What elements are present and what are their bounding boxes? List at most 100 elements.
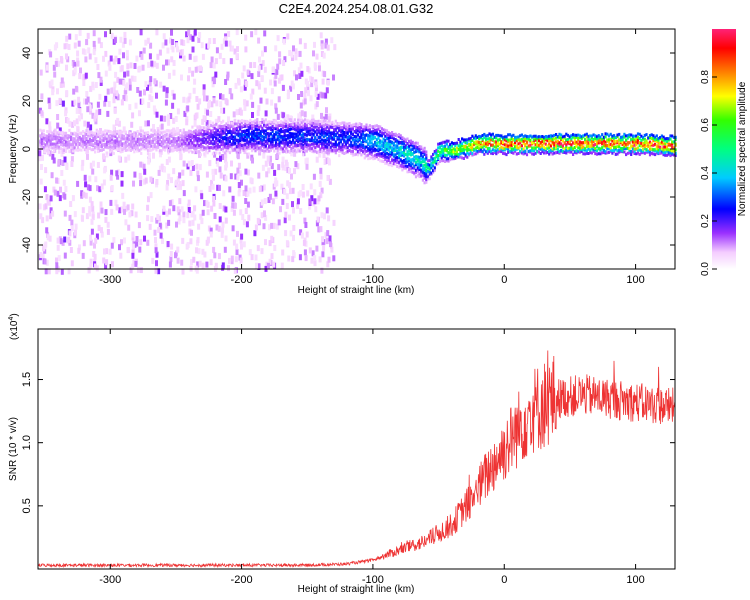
heatmap-cell (221, 221, 225, 228)
heatmap-cell (252, 123, 255, 127)
heatmap-cell (396, 144, 399, 148)
heatmap-cell (153, 129, 156, 133)
heatmap-cell (403, 161, 406, 165)
heatmap-cell (334, 119, 337, 123)
heatmap-cell (304, 127, 307, 131)
heatmap-cell (344, 124, 348, 128)
heatmap-cell (225, 138, 228, 142)
heatmap-cell (213, 135, 216, 139)
heatmap-cell (131, 112, 135, 119)
heatmap-cell (102, 257, 106, 264)
heatmap-cell (40, 110, 44, 117)
heatmap-cell (394, 153, 397, 157)
heatmap-cell (104, 129, 107, 133)
heatmap-cell (426, 169, 430, 173)
heatmap-cell (187, 75, 190, 82)
heatmap-cell (245, 146, 249, 150)
heatmap-cell (46, 130, 49, 133)
heatmap-cell (237, 182, 241, 188)
heatmap-cell (370, 134, 373, 138)
heatmap-cell (169, 113, 173, 119)
heatmap-cell (660, 137, 663, 141)
heatmap-cell (177, 148, 180, 151)
heatmap-cell (582, 141, 585, 145)
heatmap-cell (188, 92, 192, 99)
heatmap-cell (229, 173, 233, 180)
heatmap-cell (222, 119, 225, 123)
heatmap-cell (189, 144, 192, 148)
heatmap-cell (584, 147, 587, 151)
heatmap-cell (167, 129, 170, 133)
heatmap-cell (298, 38, 302, 45)
heatmap-cell (276, 121, 279, 125)
heatmap-cell (118, 244, 121, 251)
heatmap-cell (478, 134, 481, 138)
heatmap-cell (590, 140, 593, 143)
heatmap-cell (199, 153, 202, 157)
heatmap-cell (266, 149, 269, 153)
heatmap-cell (280, 146, 283, 150)
heatmap-cell (167, 156, 171, 163)
heatmap-cell (105, 145, 109, 149)
heatmap-cell (290, 135, 293, 139)
heatmap-cell (116, 137, 119, 141)
heatmap-cell (201, 248, 205, 255)
heatmap-cell (244, 119, 247, 123)
heatmap-cell (385, 137, 389, 140)
heatmap-cell (384, 157, 387, 161)
heatmap-cell (310, 118, 313, 122)
heatmap-cell (276, 113, 280, 120)
heatmap-cell (230, 144, 233, 148)
heatmap-cell (296, 51, 300, 57)
heatmap-cell (147, 61, 151, 68)
heatmap-cell (324, 123, 327, 127)
heatmap-cell (546, 139, 549, 143)
heatmap-cell (543, 141, 546, 145)
heatmap-cell (365, 123, 368, 127)
heatmap-cell (170, 145, 173, 149)
heatmap-cell (341, 148, 344, 152)
heatmap-cell (327, 119, 331, 123)
heatmap-cell (319, 125, 322, 129)
heatmap-cell (626, 141, 629, 145)
heatmap-cell (520, 133, 523, 137)
heatmap-cell (92, 139, 95, 142)
heatmap-cell (193, 78, 197, 85)
heatmap-cell (104, 209, 108, 216)
heatmap-cell (194, 66, 198, 73)
heatmap-cell (618, 145, 621, 149)
heatmap-cell (117, 130, 121, 134)
heatmap-cell (382, 141, 385, 145)
heatmap-cell (320, 40, 324, 47)
heatmap-cell (650, 137, 653, 140)
heatmap-cell (389, 154, 392, 158)
heatmap-cell (590, 151, 593, 155)
heatmap-cell (222, 147, 225, 151)
heatmap-cell (261, 135, 264, 138)
heatmap-cell (339, 147, 342, 151)
heatmap-cell (628, 141, 631, 145)
heatmap-cell (242, 124, 245, 128)
heatmap-cell (387, 142, 390, 146)
heatmap-cell (55, 177, 59, 184)
heatmap-cell (41, 135, 44, 139)
heatmap-cell (239, 127, 242, 131)
heatmap-cell (73, 120, 76, 127)
heatmap-cell (362, 140, 365, 144)
heatmap-cell (220, 147, 223, 151)
heatmap-cell (471, 148, 474, 152)
heatmap-cell (256, 217, 260, 224)
heatmap-cell (286, 141, 290, 145)
heatmap-cell (428, 172, 431, 176)
heatmap-cell (227, 31, 231, 37)
heatmap-cell (239, 120, 242, 124)
heatmap-cell (247, 134, 250, 137)
heatmap-cell (310, 257, 314, 264)
heatmap-cell (618, 138, 621, 142)
heatmap-cell (94, 137, 97, 141)
heatmap-cell (191, 125, 194, 129)
heatmap-cell (257, 133, 261, 137)
heatmap-cell (514, 145, 517, 149)
heatmap-cell (182, 55, 186, 62)
